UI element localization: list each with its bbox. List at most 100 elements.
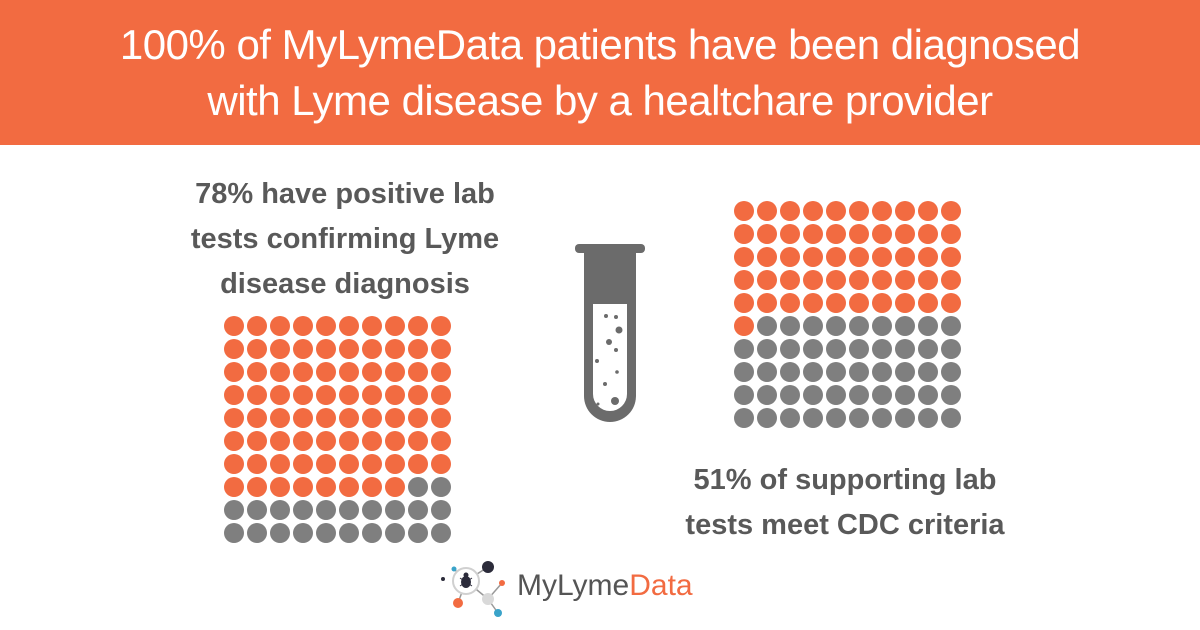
- waffle-dot-filled: [293, 431, 313, 451]
- waffle-dot-filled: [918, 224, 938, 244]
- waffle-dot-filled: [270, 385, 290, 405]
- tube-bubble: [596, 402, 600, 406]
- waffle-dot-filled: [431, 362, 451, 382]
- waffle-dot-filled: [339, 339, 359, 359]
- left-chart-caption: 78% have positive lab tests confirming L…: [150, 172, 540, 307]
- waffle-dot-empty: [803, 316, 823, 336]
- waffle-dot-filled: [408, 316, 428, 336]
- right-caption-line-1: 51% of supporting lab: [693, 464, 997, 496]
- waffle-dot-filled: [826, 270, 846, 290]
- waffle-dot-filled: [224, 339, 244, 359]
- waffle-dot-filled: [247, 408, 267, 428]
- waffle-dot-empty: [803, 362, 823, 382]
- waffle-dot-filled: [247, 477, 267, 497]
- waffle-dot-empty: [293, 523, 313, 543]
- waffle-dot-filled: [270, 431, 290, 451]
- waffle-dot-filled: [293, 477, 313, 497]
- waffle-dot-filled: [734, 247, 754, 267]
- waffle-dot-filled: [385, 431, 405, 451]
- tube-rim: [575, 244, 645, 253]
- waffle-dot-filled: [247, 339, 267, 359]
- waffle-dot-empty: [780, 408, 800, 428]
- waffle-dot-empty: [757, 385, 777, 405]
- waffle-dot-filled: [780, 247, 800, 267]
- left-caption-line-3: disease diagnosis: [220, 268, 470, 300]
- waffle-dot-filled: [895, 201, 915, 221]
- waffle-dot-filled: [224, 431, 244, 451]
- waffle-dot-filled: [316, 339, 336, 359]
- header-title-line-2: with Lyme disease by a healtchare provid…: [207, 76, 993, 124]
- waffle-dot-empty: [270, 523, 290, 543]
- waffle-dot-filled: [339, 362, 359, 382]
- waffle-dot-empty: [734, 408, 754, 428]
- waffle-dot-empty: [826, 362, 846, 382]
- header-banner: 100% of MyLymeData patients have been di…: [0, 0, 1200, 145]
- waffle-dot-empty: [826, 339, 846, 359]
- waffle-dot-filled: [826, 224, 846, 244]
- waffle-dot-filled: [803, 247, 823, 267]
- waffle-dot-filled: [431, 454, 451, 474]
- waffle-dot-filled: [247, 316, 267, 336]
- waffle-dot-filled: [431, 408, 451, 428]
- waffle-dot-filled: [362, 431, 382, 451]
- waffle-dot-filled: [895, 224, 915, 244]
- waffle-dot-filled: [362, 362, 382, 382]
- waffle-dot-filled: [224, 477, 244, 497]
- waffle-dot-filled: [270, 339, 290, 359]
- waffle-dot-filled: [385, 362, 405, 382]
- waffle-dot-empty: [918, 339, 938, 359]
- waffle-dot-empty: [849, 339, 869, 359]
- waffle-dot-filled: [431, 385, 451, 405]
- logo-wordmark-part-2: Data: [629, 569, 693, 602]
- waffle-dot-empty: [872, 316, 892, 336]
- waffle-dot-empty: [872, 408, 892, 428]
- waffle-dot-empty: [918, 362, 938, 382]
- waffle-dot-filled: [385, 339, 405, 359]
- waffle-dot-filled: [780, 270, 800, 290]
- waffle-dot-filled: [385, 477, 405, 497]
- waffle-dot-empty: [872, 362, 892, 382]
- left-caption-line-1: 78% have positive lab: [195, 178, 495, 210]
- waffle-dot-empty: [293, 500, 313, 520]
- waffle-dot-filled: [270, 362, 290, 382]
- waffle-dot-empty: [849, 362, 869, 382]
- waffle-dot-empty: [362, 523, 382, 543]
- waffle-dot-empty: [757, 362, 777, 382]
- tube-liquid: [593, 304, 627, 411]
- waffle-dot-filled: [293, 339, 313, 359]
- waffle-dot-empty: [941, 316, 961, 336]
- waffle-dot-filled: [362, 316, 382, 336]
- waffle-dot-filled: [247, 385, 267, 405]
- waffle-dot-filled: [734, 224, 754, 244]
- waffle-dot-empty: [895, 362, 915, 382]
- waffle-dot-filled: [734, 316, 754, 336]
- waffle-dot-filled: [431, 339, 451, 359]
- waffle-dot-filled: [385, 408, 405, 428]
- left-caption-line-2: tests confirming Lyme: [190, 223, 500, 255]
- waffle-dot-filled: [757, 201, 777, 221]
- waffle-dot-empty: [385, 523, 405, 543]
- right-caption-line-2: tests meet CDC criteria: [685, 509, 1005, 541]
- waffle-dot-filled: [224, 454, 244, 474]
- waffle-dot-filled: [872, 224, 892, 244]
- waffle-dot-empty: [270, 500, 290, 520]
- waffle-dot-filled: [849, 293, 869, 313]
- waffle-dot-empty: [849, 385, 869, 405]
- waffle-dot-filled: [918, 293, 938, 313]
- waffle-dot-filled: [941, 201, 961, 221]
- waffle-dot-empty: [408, 477, 428, 497]
- waffle-dot-filled: [872, 270, 892, 290]
- waffle-dot-filled: [408, 385, 428, 405]
- waffle-dot-filled: [339, 385, 359, 405]
- waffle-dot-empty: [803, 339, 823, 359]
- waffle-dot-filled: [247, 454, 267, 474]
- waffle-dot-filled: [362, 339, 382, 359]
- tube-bubble: [615, 370, 619, 374]
- waffle-dot-filled: [316, 385, 336, 405]
- waffle-dot-empty: [408, 500, 428, 520]
- waffle-dot-filled: [780, 224, 800, 244]
- waffle-dot-empty: [780, 362, 800, 382]
- waffle-dot-empty: [757, 408, 777, 428]
- waffle-dot-filled: [293, 385, 313, 405]
- waffle-dot-filled: [895, 293, 915, 313]
